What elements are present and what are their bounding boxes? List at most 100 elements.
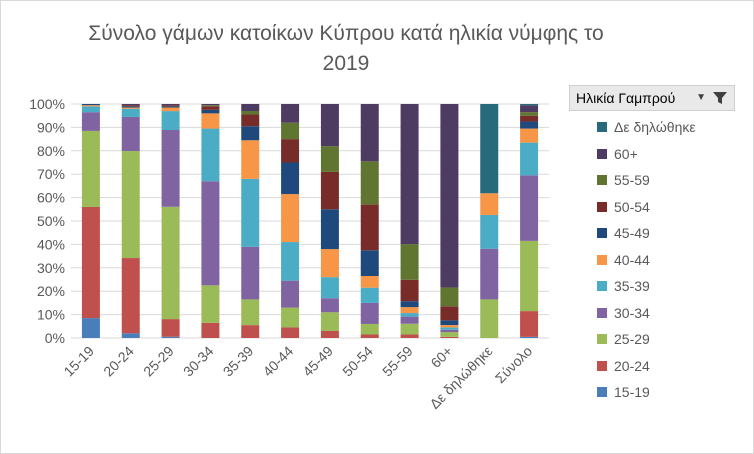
legend-label: Δε δηλώθηκε — [614, 119, 696, 135]
legend-label: 55-59 — [614, 172, 650, 188]
bar-segment — [201, 181, 220, 286]
bar-segment — [520, 104, 539, 106]
x-tick-label: 20-24 — [100, 343, 137, 380]
bar-segment — [161, 206, 180, 320]
bar-segment — [201, 113, 220, 129]
bar-segment — [241, 114, 260, 127]
bar-segment — [440, 287, 459, 307]
bar-segment — [161, 111, 180, 130]
bar-segment — [520, 336, 539, 338]
bar-segment — [201, 285, 220, 323]
bar-segment — [241, 111, 260, 115]
bar-segment — [400, 313, 419, 317]
bar-segment — [360, 250, 379, 276]
bar-segment — [161, 319, 180, 337]
bar-segment — [480, 248, 499, 300]
bar-segment — [201, 109, 220, 114]
legend-swatch — [597, 201, 607, 212]
legend-swatch — [597, 334, 607, 344]
legend-filter-button[interactable]: Ηλικία Γαμπρού ▼ — [569, 85, 735, 111]
x-tick-label: 60+ — [427, 343, 455, 371]
bar-segment — [320, 312, 339, 331]
bar-segment — [121, 108, 140, 117]
bar-segment — [400, 301, 419, 308]
bar-segment — [241, 140, 260, 179]
chevron-down-icon: ▼ — [696, 92, 706, 103]
bar-segment — [360, 104, 379, 162]
legend-label: 20-24 — [614, 357, 650, 374]
bar-segment — [520, 142, 539, 176]
chart-title-line-1: Σύνολο γάμων κατοίκων Κύπρου κατά ηλικία… — [88, 22, 604, 45]
y-tick-label: 90% — [37, 119, 65, 135]
bar-segment — [400, 316, 419, 324]
bar-segment — [320, 209, 339, 250]
x-tick-label: Σύνολο — [492, 343, 536, 387]
bar-segment — [440, 327, 459, 330]
x-tick-label: 25-29 — [140, 343, 177, 380]
y-tick-label: 20% — [37, 283, 65, 299]
bar-segment — [201, 322, 220, 338]
legend-title: Ηλικία Γαμπρού — [576, 90, 676, 106]
bar-segment — [281, 162, 300, 195]
bar-segment — [81, 318, 100, 338]
bar-segment — [161, 105, 180, 107]
bar-segment — [320, 104, 339, 147]
bar-segment — [400, 323, 419, 335]
chart-title-line-2: 2019 — [322, 52, 370, 75]
bar-segment — [440, 104, 459, 288]
bar-segment — [320, 146, 339, 172]
bar-segment — [360, 204, 379, 251]
bar-segment — [320, 277, 339, 299]
bar-segment — [320, 330, 339, 338]
bar-segment — [400, 244, 419, 280]
bar-segment — [81, 206, 100, 319]
legend-swatch — [597, 387, 607, 397]
bar-segment — [320, 298, 339, 313]
bar-segment — [241, 178, 260, 247]
bar-segment — [161, 106, 180, 108]
bar-segment — [201, 104, 220, 106]
bar-segment — [241, 126, 260, 141]
x-tick-label: 35-39 — [220, 343, 257, 380]
bar-segment — [81, 104, 100, 106]
x-tick-label: 45-49 — [299, 343, 336, 380]
y-tick-label: 50% — [37, 213, 65, 229]
legend-label: 25-29 — [614, 331, 650, 347]
legend-label: 30-34 — [614, 304, 650, 321]
x-tick-label: 15-19 — [60, 343, 97, 380]
bar-segment — [201, 128, 220, 182]
bar-segment — [440, 325, 459, 328]
bar-segment — [440, 336, 459, 338]
bar-segment — [400, 104, 419, 245]
bar-segment — [520, 128, 539, 143]
filter-icon — [713, 92, 727, 104]
bar-segment — [241, 325, 260, 338]
bar-segment — [520, 311, 539, 337]
bar-segment — [121, 107, 140, 109]
y-tick-label: 70% — [37, 166, 65, 182]
bar-segment — [161, 336, 180, 338]
bar-segment — [121, 105, 140, 107]
y-tick-label: 30% — [37, 260, 65, 276]
bar-segment — [360, 161, 379, 205]
y-tick-label: 40% — [37, 236, 65, 252]
legend-label: 15-19 — [614, 384, 650, 400]
bar-segment — [520, 112, 539, 116]
bar-segment — [281, 307, 300, 328]
legend-label: 35-39 — [614, 278, 650, 294]
y-tick-label: 80% — [37, 143, 65, 159]
legend-swatch — [597, 360, 607, 371]
bar-segment — [281, 122, 300, 140]
bar-segment — [520, 105, 539, 113]
bar-segment — [440, 320, 459, 326]
y-tick-label: 0% — [45, 330, 65, 346]
bar-segment — [81, 112, 100, 131]
bar-segment — [121, 116, 140, 152]
legend-swatch — [597, 122, 607, 132]
bar-segment — [520, 240, 539, 312]
bar-segment — [360, 287, 379, 303]
bar-segment — [81, 130, 100, 207]
y-tick-label: 100% — [29, 96, 65, 112]
bar-segment — [121, 151, 140, 259]
